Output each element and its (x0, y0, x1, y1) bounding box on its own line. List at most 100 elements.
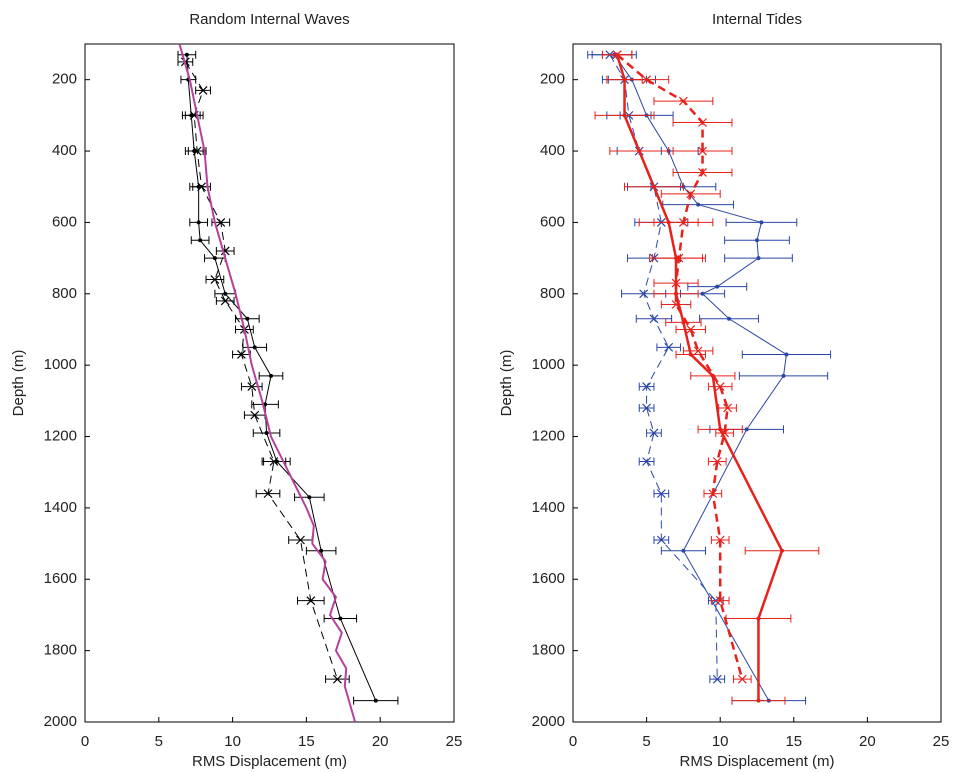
marker (373, 698, 378, 703)
marker (639, 289, 649, 299)
marker (649, 428, 659, 438)
marker (332, 674, 342, 684)
x-tick-label: 15 (785, 733, 802, 750)
series-line (186, 54, 377, 701)
marker (737, 674, 747, 684)
plot-frame (84, 43, 455, 723)
marker (637, 149, 642, 154)
y-axis-label: Depth (m) (498, 350, 515, 417)
y-tick-label: 1600 (532, 570, 565, 587)
marker (671, 300, 681, 309)
marker (678, 217, 688, 227)
y-axis-label: Depth (m) (10, 350, 27, 417)
marker (247, 382, 257, 391)
y-tick-label: 400 (52, 142, 77, 159)
y-tick-label: 400 (540, 142, 565, 159)
x-tick-label: 5 (155, 733, 163, 750)
y-tick-label: 2000 (44, 713, 77, 730)
series-line (178, 44, 357, 722)
y-tick-label: 1600 (44, 570, 77, 587)
plot-area (177, 44, 399, 722)
y-tick-label: 2000 (532, 713, 565, 730)
marker (712, 457, 722, 466)
marker (664, 342, 674, 352)
marker (681, 320, 686, 325)
marker (674, 253, 684, 263)
y-tick-label: 1400 (44, 499, 77, 516)
marker (338, 616, 343, 621)
marker (216, 217, 226, 227)
marker (237, 350, 246, 359)
marker (212, 256, 217, 261)
y-tick-label: 1200 (44, 427, 77, 444)
marker (784, 352, 789, 357)
plot-frame (572, 43, 942, 723)
marker (642, 382, 652, 391)
marker (781, 373, 786, 378)
marker (656, 489, 666, 499)
marker (192, 146, 202, 156)
marker (198, 85, 208, 95)
marker (197, 182, 207, 192)
marker (319, 548, 324, 553)
marker (196, 220, 201, 225)
marker (715, 382, 725, 391)
y-tick-label: 600 (540, 213, 565, 230)
marker (296, 535, 305, 545)
y-tick-label: 1000 (44, 356, 77, 373)
marker (696, 202, 701, 207)
series-line (616, 53, 744, 680)
marker (708, 489, 718, 499)
x-axis-label: RMS Displacement (m) (679, 753, 834, 770)
x-tick-label: 10 (224, 733, 241, 750)
panel: Internal Tides RMS Displacement (m) Depth … (498, 11, 949, 770)
marker (210, 275, 220, 284)
marker (184, 52, 189, 57)
marker (198, 238, 203, 243)
x-tick-label: 20 (859, 733, 876, 750)
marker (755, 238, 759, 243)
marker (252, 345, 257, 350)
plot-area (587, 50, 832, 705)
marker (269, 457, 279, 466)
marker (698, 118, 707, 127)
y-tick-label: 200 (52, 71, 77, 88)
marker (686, 325, 696, 334)
marker (756, 698, 761, 703)
marker (245, 316, 250, 321)
marker (223, 291, 228, 296)
x-axis-label: RMS Displacement (m) (192, 753, 347, 770)
x-tick-label: 25 (933, 733, 950, 750)
marker (250, 410, 260, 420)
y-tick-label: 600 (52, 213, 77, 230)
x-tick-label: 10 (712, 733, 729, 750)
marker (622, 113, 627, 118)
marker (723, 403, 732, 413)
series-line (615, 54, 784, 701)
marker (656, 535, 666, 545)
x-tick-label: 25 (446, 733, 463, 750)
marker (712, 674, 722, 684)
marker (780, 548, 785, 553)
panel-title: Random Internal Waves (189, 11, 349, 28)
x-tick-label: 0 (569, 733, 577, 750)
marker (693, 346, 703, 356)
x-tick-label: 0 (81, 733, 89, 750)
y-tick-label: 1800 (44, 642, 77, 659)
panel-title: Internal Tides (712, 11, 802, 28)
marker (220, 296, 230, 306)
marker (715, 284, 720, 289)
series-line (609, 54, 718, 680)
y-tick-label: 1200 (532, 427, 565, 444)
series-line (184, 61, 338, 680)
marker (678, 96, 688, 106)
marker (612, 50, 622, 60)
marker (715, 596, 725, 606)
y-tick-label: 1000 (532, 356, 565, 373)
marker (700, 291, 705, 296)
marker (686, 189, 696, 199)
marker (263, 489, 273, 499)
marker (649, 314, 659, 324)
marker (651, 184, 656, 189)
y-tick-label: 1800 (532, 642, 565, 659)
